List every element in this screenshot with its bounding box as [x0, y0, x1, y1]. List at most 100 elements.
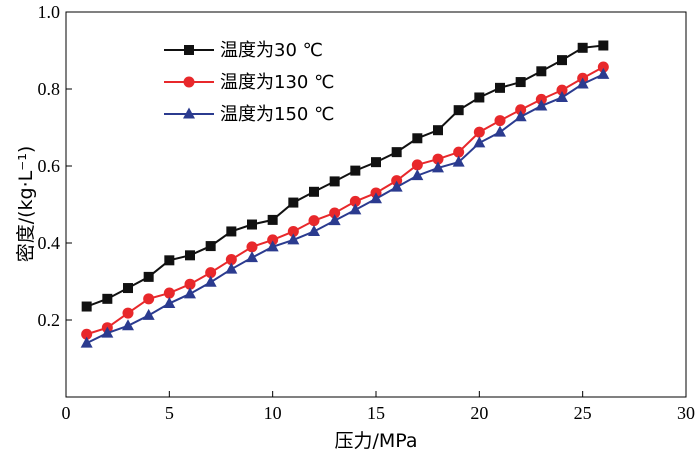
data-point: [494, 115, 506, 127]
data-point: [576, 77, 589, 89]
data-point: [535, 93, 547, 105]
data-point: [597, 61, 609, 73]
data-point: [287, 225, 299, 237]
data-point: [349, 195, 361, 207]
x-tick-label: 0: [62, 403, 71, 423]
data-point: [411, 169, 424, 181]
data-point: [329, 176, 340, 187]
x-axis-title: 压力/MPa: [334, 430, 417, 452]
data-point: [350, 165, 361, 176]
data-point: [453, 105, 464, 116]
data-point: [81, 328, 93, 340]
series-line: [86, 44, 604, 308]
data-point: [225, 262, 238, 274]
y-axis-title: 密度/(kg·L⁻¹): [15, 146, 37, 263]
data-point: [391, 175, 403, 187]
data-point: [267, 234, 279, 246]
legend-label-150c: 温度为150 ℃: [220, 104, 334, 125]
data-point: [328, 214, 341, 226]
data-point: [226, 226, 237, 237]
data-point: [184, 287, 196, 299]
data-point: [515, 77, 526, 88]
data-point: [266, 240, 279, 252]
data-point: [412, 133, 423, 144]
data-point: [473, 126, 485, 138]
data-point: [287, 233, 300, 245]
data-point: [309, 186, 319, 197]
data-point: [390, 180, 403, 192]
plot-frame: [65, 11, 687, 398]
data-point: [185, 250, 195, 261]
data-point: [557, 55, 567, 66]
data-point: [411, 159, 423, 171]
data-point: [329, 207, 341, 219]
y-tick-label: 1.0: [38, 2, 61, 22]
data-point: [370, 192, 382, 204]
data-point: [473, 136, 486, 148]
data-point: [308, 215, 320, 227]
data-point: [452, 155, 465, 167]
data-point: [184, 278, 196, 290]
x-tick-label: 5: [165, 403, 174, 423]
series-layer: [80, 40, 610, 348]
data-point: [536, 66, 547, 77]
y-tick-label: 0.8: [38, 79, 61, 99]
data-point: [577, 42, 588, 53]
data-point: [556, 90, 568, 102]
data-point: [142, 308, 155, 320]
data-point: [205, 267, 217, 279]
data-point: [453, 146, 465, 158]
data-point: [433, 125, 443, 136]
legend-item-30c: 温度为30 ℃: [164, 40, 323, 61]
data-point: [81, 301, 92, 312]
data-point: [597, 67, 610, 79]
data-point: [308, 224, 320, 236]
legend-item-130c: 温度为130 ℃: [164, 72, 334, 93]
data-point: [535, 99, 548, 111]
y-tick-label: 0.6: [38, 156, 61, 176]
x-tick-label: 30: [677, 403, 695, 423]
data-point: [225, 254, 237, 266]
data-point: [598, 40, 609, 51]
data-point: [102, 293, 113, 304]
legend-item-150c: 温度为150 ℃: [164, 104, 334, 125]
data-point: [163, 287, 175, 299]
data-point: [122, 307, 134, 319]
x-tick-label: 20: [470, 403, 488, 423]
series-1: [81, 61, 609, 340]
y-tick-label: 0.2: [38, 310, 61, 330]
data-point: [143, 271, 154, 282]
data-point: [556, 84, 568, 96]
data-point: [371, 157, 381, 168]
data-point: [514, 110, 527, 122]
data-point: [204, 275, 217, 287]
data-point: [474, 92, 485, 103]
data-point: [494, 125, 506, 137]
y-tick-label: 0.4: [38, 233, 61, 253]
data-point: [349, 203, 362, 215]
data-point: [163, 296, 176, 308]
data-point: [247, 219, 257, 230]
data-point: [164, 255, 175, 266]
data-point: [246, 241, 258, 253]
legend-label-130c: 温度为130 ℃: [220, 72, 334, 93]
x-tick-label: 25: [574, 403, 592, 423]
data-point: [515, 104, 527, 116]
data-point: [495, 82, 505, 93]
data-point: [246, 251, 258, 263]
legend-label-30c: 温度为30 ℃: [220, 40, 323, 61]
y-axis: 0.2 0.4 0.6 0.8 1.0: [38, 2, 72, 330]
data-point: [288, 197, 299, 208]
data-point: [143, 293, 155, 305]
x-tick-label: 15: [367, 403, 385, 423]
series-2: [80, 67, 610, 348]
data-point: [80, 336, 93, 348]
data-point: [101, 326, 114, 338]
legend: 温度为30 ℃ 温度为130 ℃ 温度为150 ℃: [164, 40, 334, 125]
data-point: [267, 214, 278, 225]
data-point: [205, 241, 216, 252]
x-tick-label: 10: [264, 403, 282, 423]
x-axis: 0 5 10 15 20 25 30: [62, 391, 695, 423]
data-point: [432, 161, 444, 173]
